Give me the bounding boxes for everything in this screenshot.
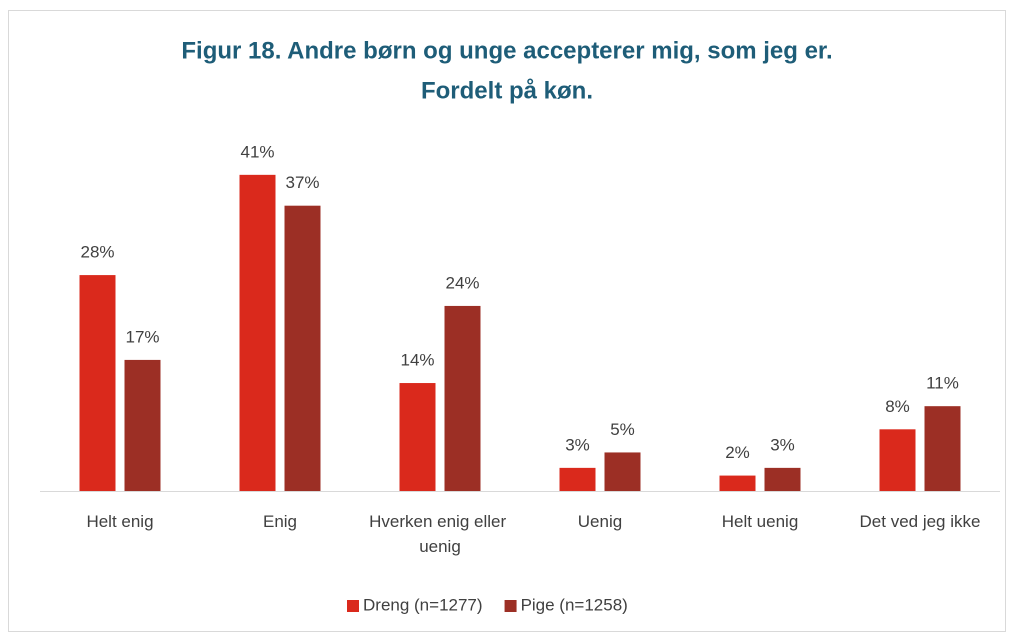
x-tick-label: Helt enig <box>86 512 153 531</box>
x-tick-label: Helt uenig <box>722 512 799 531</box>
bar <box>399 383 436 491</box>
x-tick-label: Enig <box>263 512 297 531</box>
x-tick-label: Hverken enig eller uenig <box>369 512 511 556</box>
data-label: 11% <box>926 374 959 393</box>
data-label: 8% <box>885 397 910 416</box>
bar <box>924 406 961 491</box>
data-label: 37% <box>285 173 319 192</box>
x-tick-label: Uenig <box>578 512 622 531</box>
data-label: 14% <box>400 351 434 370</box>
bar <box>879 429 916 491</box>
legend-swatch <box>347 600 359 612</box>
bar <box>124 359 161 491</box>
legend-label: Pige (n=1258) <box>521 595 628 614</box>
bar <box>764 467 801 491</box>
bar <box>239 174 276 491</box>
x-tick-label: Det ved jeg ikke <box>860 512 981 531</box>
bar <box>79 275 116 491</box>
bar <box>444 305 481 491</box>
chart-title: Fordelt på køn. <box>421 77 593 104</box>
data-label: 3% <box>770 435 795 454</box>
chart-title: Figur 18. Andre børn og unge accepterer … <box>181 37 832 64</box>
bar <box>719 475 756 491</box>
data-label: 3% <box>565 435 590 454</box>
data-label: 41% <box>240 142 274 161</box>
data-label: 5% <box>610 420 635 439</box>
data-label: 2% <box>725 443 750 462</box>
legend-label: Dreng (n=1277) <box>363 595 483 614</box>
bar <box>604 452 641 491</box>
data-label: 17% <box>125 327 159 346</box>
bar <box>284 205 321 491</box>
legend-swatch <box>504 600 517 612</box>
data-label: 28% <box>80 243 114 262</box>
bar <box>559 467 596 491</box>
chart-border <box>8 10 1006 632</box>
data-label: 24% <box>445 273 479 292</box>
